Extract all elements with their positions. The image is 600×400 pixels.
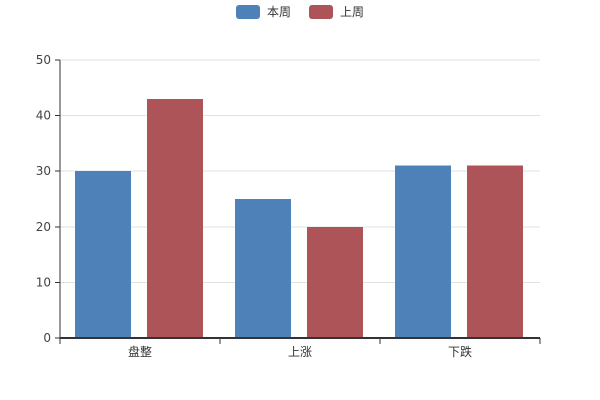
x-axis-label: 上涨	[288, 344, 312, 359]
y-axis-label: 40	[36, 109, 51, 123]
bar-series-1-cat-2[interactable]	[467, 165, 523, 338]
legend-swatch-icon	[235, 5, 260, 19]
legend-item-0[interactable]: 本周	[235, 5, 291, 19]
y-axis-label: 0	[43, 331, 51, 345]
bar-series-1-cat-1[interactable]	[307, 226, 363, 338]
legend-swatch-icon	[309, 5, 333, 19]
y-axis-label: 20	[36, 220, 51, 234]
chart-legend: 本周 上周	[0, 5, 600, 19]
legend-label: 本周	[266, 5, 291, 19]
x-axis-label: 盘整	[128, 344, 152, 359]
bar-series-0-cat-2[interactable]	[395, 165, 451, 338]
bar-series-0-cat-1[interactable]	[235, 199, 291, 338]
legend-label: 上周	[340, 5, 365, 19]
y-axis-label: 30	[36, 164, 51, 178]
bar-series-0-cat-0[interactable]	[75, 171, 131, 338]
y-axis-label: 10	[36, 275, 51, 289]
legend-item-1[interactable]: 上周	[309, 5, 364, 19]
y-axis-label: 50	[36, 53, 51, 67]
bar-series-1-cat-0[interactable]	[147, 98, 203, 338]
x-axis-label: 下跌	[448, 344, 472, 359]
